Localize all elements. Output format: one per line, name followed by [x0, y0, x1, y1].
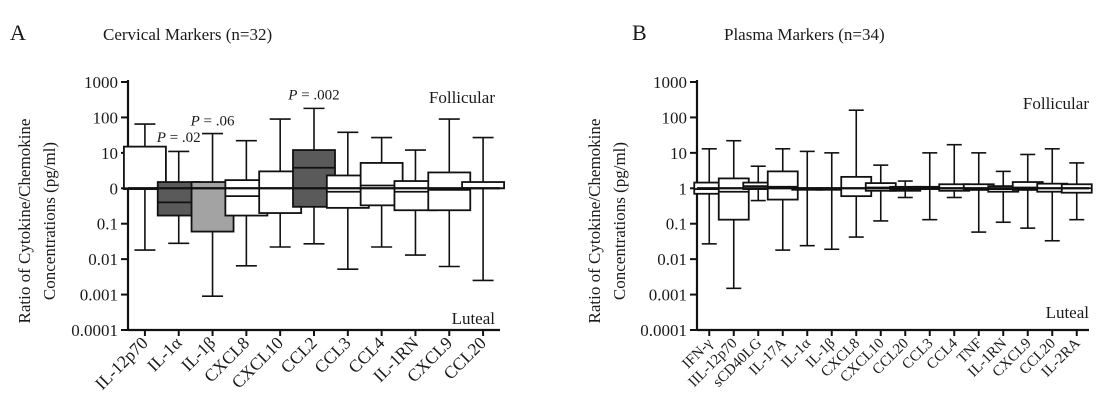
box-6: [815, 152, 848, 251]
y-tick-label: 0.0001: [71, 321, 118, 340]
annotation-follicular: Follicular: [1023, 94, 1089, 113]
box-13: [987, 170, 1020, 224]
y-tick-label: 10: [670, 144, 687, 163]
box-4: [766, 148, 799, 251]
p-symbol: P: [190, 113, 200, 129]
box-iqr: [717, 177, 750, 221]
y-tick-label: 0.001: [80, 286, 118, 305]
p-value: = .02: [166, 130, 201, 146]
y-tick-label: 100: [662, 108, 688, 127]
box-iqr: [123, 145, 167, 190]
box-16: [1060, 162, 1093, 221]
x-tick-label: CCL2: [276, 333, 320, 377]
y-tick-label: 0.0001: [640, 321, 687, 340]
panel-b: B Plasma Markers (n=34) Ratio of Cytokine/…: [585, 20, 1093, 390]
annotation-luteal: Luteal: [1046, 303, 1090, 322]
y-tick-label: 10: [101, 144, 118, 163]
panel-letter: A: [10, 20, 26, 45]
y-axis-label: Concentrations (pg/ml): [40, 142, 59, 300]
p-value: = .002: [297, 88, 339, 104]
y-tick-label: 0.1: [666, 215, 687, 234]
box-10: [427, 118, 472, 268]
y-tick-label: 1: [679, 179, 688, 198]
p-value-label: P = .06: [190, 113, 235, 129]
box-iqr: [766, 170, 799, 201]
y-tick-label: 0.001: [649, 286, 687, 305]
p-symbol: P: [156, 130, 166, 146]
x-tick-label: IL-12p70: [91, 333, 152, 394]
y-axis-label: Ratio of Cytokine/Chemokine: [15, 119, 34, 324]
p-value-label: P = .002: [287, 88, 339, 104]
y-tick-label: 1000: [653, 73, 687, 92]
y-tick-label: 100: [93, 108, 119, 127]
annotation-follicular: Follicular: [429, 88, 495, 107]
box-iqr: [427, 171, 472, 212]
x-tick-label: IL-1α: [143, 333, 186, 376]
p-symbol: P: [287, 88, 297, 104]
y-tick-label: 0.01: [88, 250, 118, 269]
box-7: [840, 109, 873, 238]
y-tick-label: 0.01: [657, 250, 687, 269]
panel-title: Cervical Markers (n=32): [103, 25, 272, 44]
box-2: [717, 139, 750, 290]
p-value: = .06: [200, 113, 235, 129]
p-value-label: P = .02: [156, 130, 201, 146]
y-tick-label: 0: [110, 179, 119, 198]
y-tick-label: 0.1: [97, 215, 118, 234]
annotation-luteal: Luteal: [452, 309, 496, 328]
panel-a: A Cervical Markers (n=32) Ratio of Cytokin…: [10, 20, 505, 394]
y-axis-label: Concentrations (pg/ml): [610, 142, 629, 300]
y-tick-label: 1000: [84, 73, 118, 92]
box-15: [1036, 148, 1069, 242]
x-tick-label: CCL3: [310, 333, 355, 378]
panel-letter: B: [632, 20, 647, 45]
y-axis-label: Ratio of Cytokine/Chemokine: [585, 119, 604, 324]
panel-title: Plasma Markers (n=34): [724, 25, 885, 44]
